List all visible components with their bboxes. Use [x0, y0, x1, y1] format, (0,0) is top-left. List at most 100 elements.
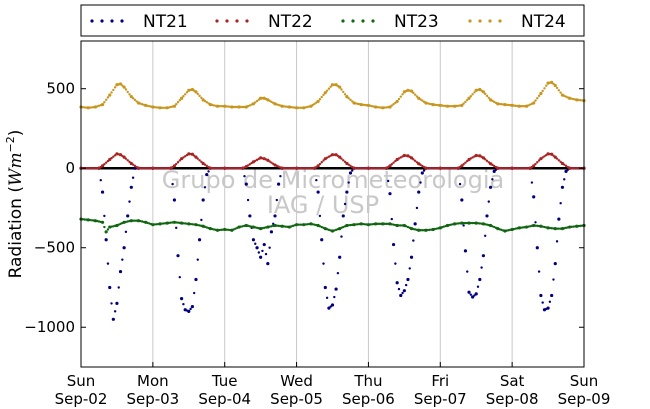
- data-point: [550, 293, 554, 298]
- series-trace-dot: [519, 226, 523, 229]
- x-tick-label-date: Sep-02: [55, 390, 108, 408]
- series-trace-dot: [121, 84, 124, 87]
- y-axis: 500 0 −500 −1000: [24, 80, 584, 336]
- series-trace-dot: [536, 161, 539, 164]
- series-trace-dot: [113, 310, 117, 313]
- data-point: [467, 290, 471, 294]
- series-trace-dot: [178, 221, 182, 225]
- series-trace-dot: [169, 221, 173, 224]
- series-trace-dot: [548, 81, 552, 84]
- series-trace-dot: [386, 179, 390, 183]
- series-trace-dot: [228, 228, 232, 232]
- data-point: [553, 83, 557, 88]
- series-trace-dot: [528, 103, 532, 106]
- series-trace-dot: [483, 223, 487, 226]
- series-trace-dot: [241, 105, 244, 109]
- series-trace-dot: [183, 93, 187, 96]
- data-point: [463, 249, 468, 253]
- series-trace-dot: [155, 106, 158, 109]
- series-trace-dot: [167, 221, 171, 225]
- series-trace-dot: [361, 103, 365, 107]
- data-point: [467, 96, 471, 100]
- series-nt24: [79, 80, 586, 110]
- series-trace-dot: [464, 161, 467, 164]
- data-point: [488, 185, 493, 189]
- series-trace-dot: [257, 98, 261, 101]
- x-tick-label-day: Sun: [67, 372, 96, 390]
- series-trace-dot: [397, 97, 401, 101]
- series-trace-dot: [421, 229, 424, 232]
- series-trace-dot: [365, 104, 368, 107]
- series-trace-dot: [421, 99, 424, 102]
- series-trace-dot: [293, 167, 297, 170]
- series-trace-dot: [124, 220, 128, 224]
- series-trace-dot: [471, 221, 474, 225]
- series-trace-dot: [264, 226, 268, 229]
- series-trace-dot: [487, 96, 490, 100]
- series-trace-dot: [227, 105, 230, 108]
- series-trace-dot: [399, 224, 402, 227]
- series-trace-dot: [320, 161, 323, 164]
- series-trace-dot: [192, 291, 196, 295]
- series-trace-dot: [225, 228, 228, 231]
- series-trace-dot: [473, 91, 476, 94]
- series-trace-dot: [97, 220, 101, 223]
- series-trace-dot: [473, 155, 476, 158]
- series-trace-dot: [329, 154, 332, 157]
- series-trace-dot: [322, 226, 325, 230]
- series-trace-dot: [347, 181, 350, 184]
- series-trace-dot: [239, 167, 243, 170]
- series-trace-dot: [444, 104, 447, 108]
- series-nt22: [79, 152, 586, 170]
- series-trace-dot: [564, 226, 568, 230]
- series-trace-dot: [167, 106, 171, 109]
- series-trace-dot: [412, 239, 415, 242]
- series-trace-dot: [534, 162, 537, 166]
- series-trace-dot: [210, 103, 214, 107]
- series-trace-dot: [257, 227, 261, 230]
- series-trace-dot: [559, 160, 562, 164]
- series-trace-dot: [399, 95, 402, 98]
- series-trace-dot: [140, 220, 144, 223]
- series-trace-dot: [527, 167, 530, 170]
- data-point: [115, 301, 119, 305]
- series-trace-dot: [552, 154, 555, 157]
- grid-lines: [152, 41, 513, 367]
- series-trace-dot: [325, 156, 329, 159]
- series-trace-dot: [246, 105, 250, 108]
- series-trace-dot: [182, 302, 185, 306]
- series-trace-dot: [545, 153, 548, 157]
- series-trace-dot: [537, 224, 541, 228]
- series-trace-dot: [483, 158, 487, 161]
- series-trace-dot: [555, 86, 559, 90]
- series-trace-dot: [131, 219, 135, 222]
- series-trace-dot: [106, 96, 110, 99]
- series-trace-dot: [254, 159, 257, 163]
- series-trace-dot: [318, 162, 322, 166]
- series-trace-dot: [205, 164, 208, 168]
- watermark-line-1: Grupo de Micrometeorologia: [162, 166, 504, 194]
- series-trace-dot: [298, 106, 302, 109]
- series-trace-dot: [133, 164, 137, 168]
- series-trace-dot: [304, 106, 307, 109]
- series-trace-dot: [455, 167, 458, 170]
- series-trace-dot: [462, 102, 465, 105]
- series-trace-dot: [96, 167, 99, 170]
- series-trace-dot: [570, 225, 573, 229]
- data-point: [251, 238, 256, 242]
- series-trace-dot: [135, 100, 138, 103]
- series-trace-dot: [534, 224, 537, 227]
- series-trace-dot: [537, 270, 541, 273]
- series-trace-dot: [135, 165, 138, 169]
- data-point: [255, 246, 259, 250]
- series-trace-dot: [412, 91, 415, 95]
- series-trace-dot: [261, 227, 264, 230]
- series-trace-dot: [500, 103, 503, 106]
- x-tick-label-date: Sep-05: [270, 390, 323, 408]
- data-point: [108, 285, 112, 290]
- series-trace-dot: [541, 156, 544, 159]
- data-point: [194, 277, 198, 282]
- series-trace-dot: [412, 227, 415, 231]
- series-trace-dot: [369, 223, 372, 226]
- series-trace-dot: [175, 103, 178, 106]
